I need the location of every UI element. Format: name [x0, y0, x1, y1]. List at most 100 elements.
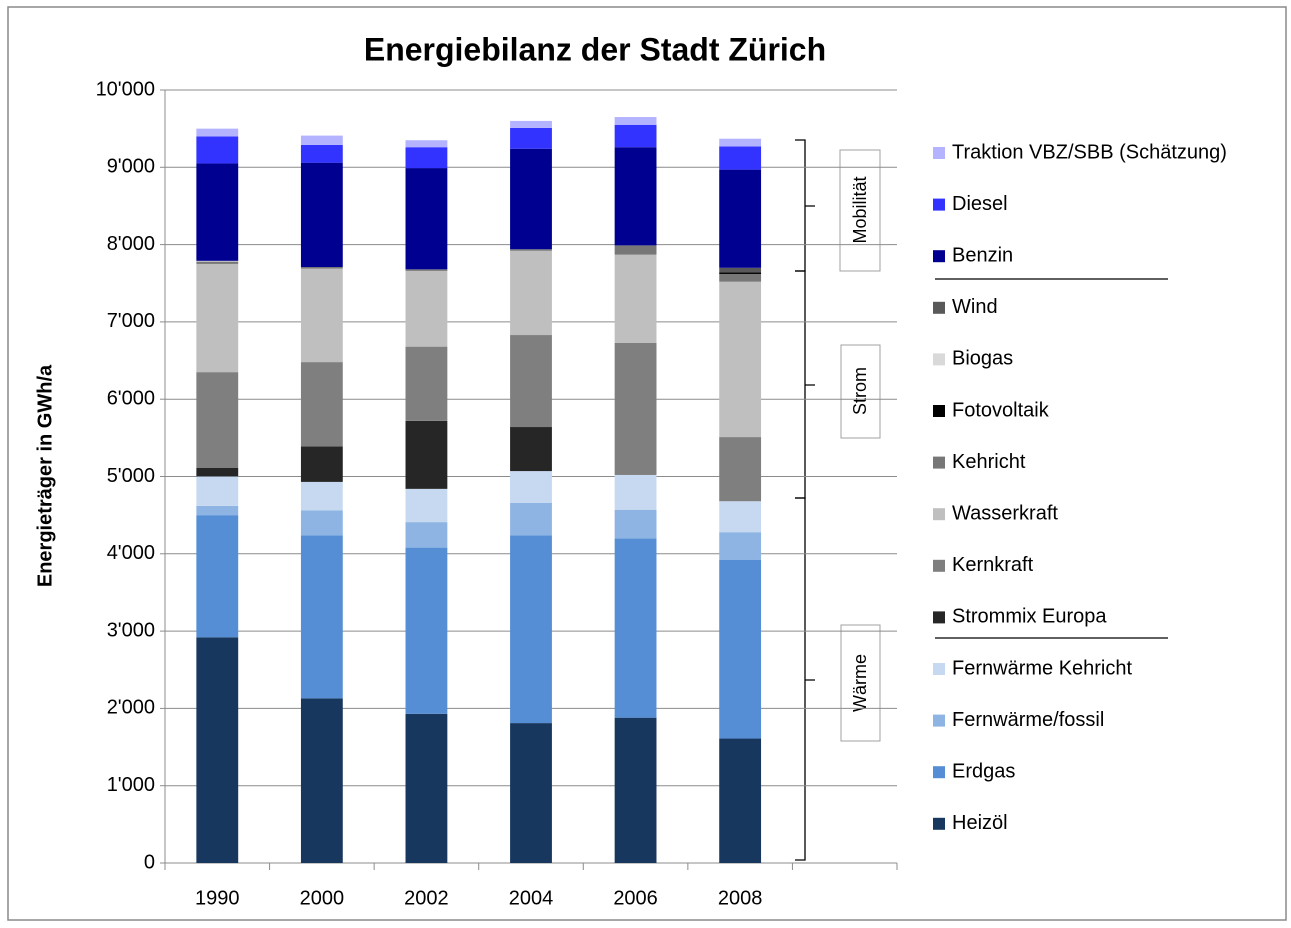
bar-segment [405, 140, 448, 148]
y-tick-label: 9'000 [107, 156, 155, 178]
bar-segment [614, 342, 657, 475]
bar-segment [614, 538, 657, 718]
bar-segment [614, 254, 657, 343]
bar-segment [719, 272, 762, 274]
bar-segment [300, 510, 343, 536]
y-tick-label: 3'000 [107, 619, 155, 641]
y-tick-label: 10'000 [96, 78, 155, 100]
y-tick-label: 0 [144, 851, 155, 873]
group-label: Wärme [850, 654, 870, 712]
bar-segment [614, 124, 657, 148]
bar-segment [719, 169, 762, 268]
chart-title: Energiebilanz der Stadt Zürich [364, 31, 826, 67]
x-tick-label: 2008 [718, 887, 763, 909]
legend-label: Kehricht [952, 451, 1026, 473]
bar-segment [510, 535, 552, 724]
group-label: Strom [850, 367, 870, 415]
x-tick-label: 2002 [404, 887, 449, 909]
bar-segment [510, 120, 552, 128]
bar-segment [719, 267, 762, 273]
bar-segment [300, 162, 343, 268]
y-tick-label: 6'000 [107, 387, 155, 409]
bar-segment [510, 427, 552, 472]
legend-label: Wasserkraft [952, 502, 1058, 524]
legend-label: Wind [952, 296, 998, 318]
bar-segment [719, 559, 762, 739]
bar-segment [510, 723, 552, 863]
bar-segment [405, 147, 448, 169]
bar-segment [405, 270, 448, 347]
legend-label: Erdgas [952, 760, 1015, 782]
bar-segment [405, 547, 448, 714]
bar-segment [614, 245, 657, 255]
group-boxes [839, 149, 881, 742]
legend-swatch [933, 817, 945, 830]
bar-segment [719, 437, 762, 502]
bar-segment [510, 335, 552, 428]
bar-segment [300, 135, 343, 145]
group-braces [795, 139, 815, 861]
legend-swatch [933, 405, 945, 417]
bar-segment [196, 128, 239, 137]
legend-label: Biogas [952, 348, 1013, 370]
legend-swatch [933, 663, 945, 675]
bar-segment [300, 267, 343, 269]
x-tick-label: 2000 [300, 887, 345, 909]
legend-swatch [933, 766, 945, 779]
bar-segment [405, 420, 448, 489]
legend-swatch [933, 559, 945, 572]
legend-label: Heizöl [952, 812, 1008, 834]
legend-swatch [933, 714, 945, 727]
bar-segment [614, 474, 657, 510]
group-box [839, 149, 881, 272]
bar-segment [196, 505, 239, 516]
legend-label: Diesel [952, 193, 1008, 215]
bar-segment [719, 146, 762, 170]
y-tick-label: 7'000 [107, 310, 155, 332]
bar-segment [510, 249, 552, 251]
bar-segment [510, 250, 552, 336]
legend-swatch [933, 301, 945, 314]
bar-segment [196, 263, 239, 373]
legend-label: Fernwärme Kehricht [952, 657, 1133, 679]
x-tick-label: 2006 [613, 887, 658, 909]
legend-swatch [933, 147, 945, 159]
bar-segment [300, 268, 343, 363]
bar-segment [719, 273, 762, 282]
group-label: Mobilität [850, 176, 870, 243]
y-tick-label: 2'000 [107, 697, 155, 719]
y-tick-label: 1'000 [107, 774, 155, 796]
legend-label: Benzin [952, 244, 1013, 266]
bar-segment [719, 532, 762, 560]
bar-segment [196, 372, 239, 468]
legend-swatch [933, 250, 945, 263]
bar-segment [719, 138, 762, 147]
legend-swatch [933, 508, 945, 521]
legend-swatch [933, 353, 945, 366]
bar-segment [405, 168, 448, 270]
bar-segment [510, 127, 552, 149]
legend-label: Traktion VBZ/SBB (Schätzung) [952, 141, 1227, 163]
legend-label: Strommix Europa [952, 606, 1107, 628]
bar-segment [196, 467, 239, 477]
bar-segment [614, 509, 657, 539]
bar-segment [196, 515, 239, 638]
group-box [840, 624, 881, 742]
bar-segment [405, 346, 448, 421]
bar-segment [300, 144, 343, 163]
legend-swatch [933, 611, 945, 624]
legend-label: Fotovoltaik [952, 399, 1050, 421]
bar-segment [405, 522, 448, 548]
bar-segment [614, 117, 657, 125]
bar-segment [719, 281, 762, 438]
bar-segment [510, 502, 552, 536]
bar-segment [196, 136, 239, 164]
bar-segment [405, 713, 448, 863]
bar-segment [300, 698, 343, 863]
bar-segment [614, 717, 657, 863]
bar-segment [405, 488, 448, 523]
bar-segment [300, 446, 343, 482]
legend-label: Kernkraft [952, 554, 1034, 576]
y-tick-label: 5'000 [107, 465, 155, 487]
